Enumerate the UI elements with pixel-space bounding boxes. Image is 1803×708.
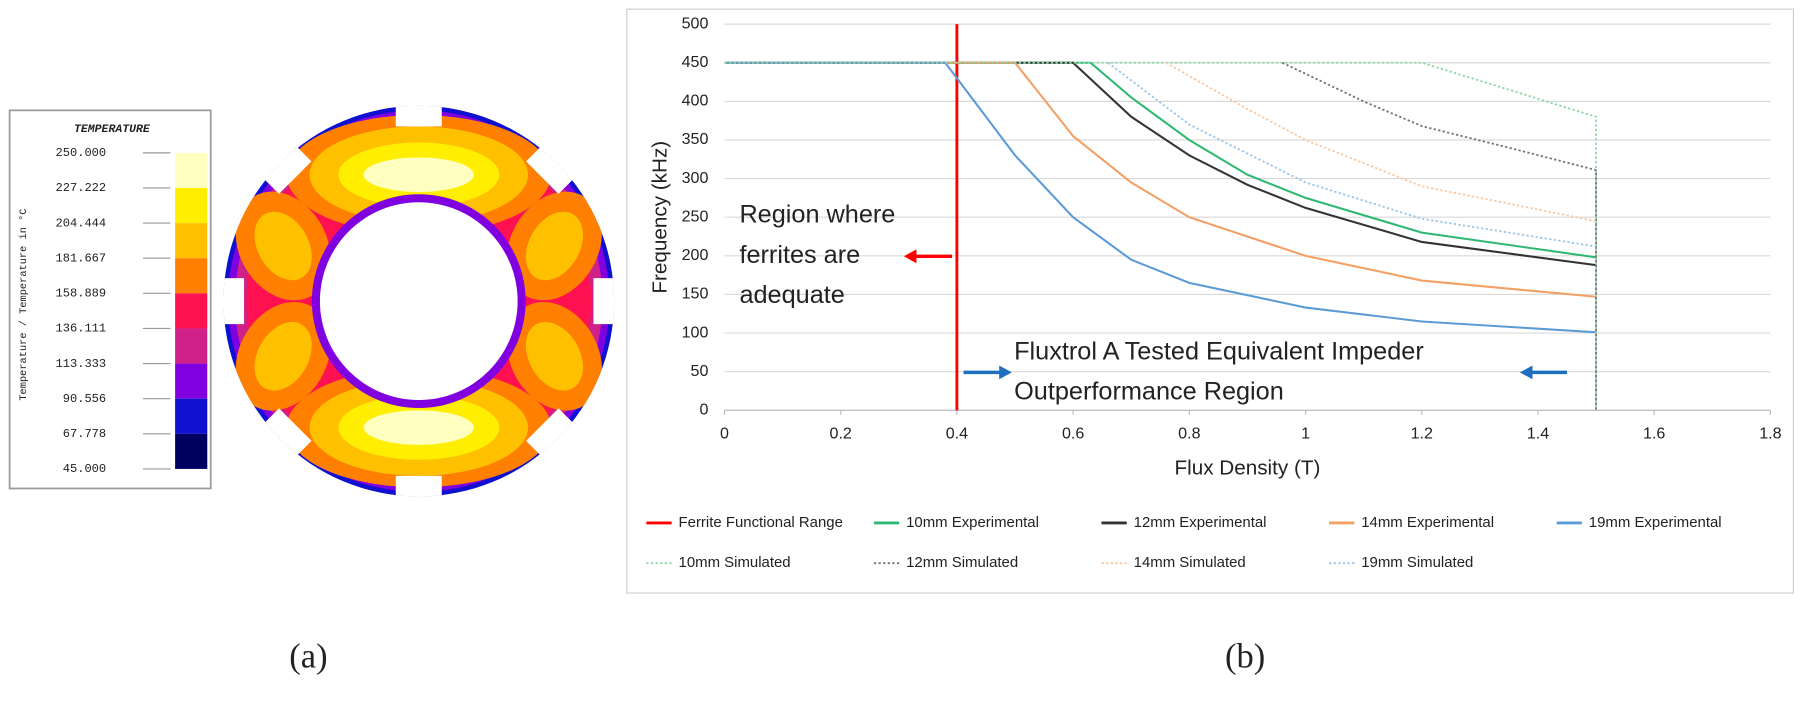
contour-band — [254, 211, 312, 281]
y-tick-label: 300 — [682, 169, 709, 187]
legend-label: 10mm Experimental — [906, 514, 1039, 531]
x-tick-label: 1.4 — [1527, 425, 1549, 443]
x-tick-label: 0 — [720, 425, 729, 443]
legend-label: 19mm Simulated — [1361, 554, 1473, 571]
contour-band — [254, 322, 312, 391]
y-tick-label: 200 — [682, 246, 709, 264]
level-label: 90.556 — [63, 392, 106, 406]
series-line — [724, 61, 1597, 259]
color-band — [175, 293, 208, 329]
annotation: Region where — [739, 201, 895, 229]
x-tick-label: 1 — [1301, 425, 1310, 443]
legend-label: 10mm Simulated — [679, 554, 791, 571]
contour-band — [525, 211, 583, 281]
colorbar-title: TEMPERATURE — [74, 123, 151, 136]
legend-label: 14mm Simulated — [1134, 554, 1246, 571]
series-line — [1107, 62, 1597, 248]
annotation: Outperformance Region — [1014, 378, 1284, 406]
x-tick-label: 0.4 — [946, 425, 968, 443]
legend-label: 14mm Experimental — [1361, 514, 1494, 531]
x-tick-label: 1.2 — [1411, 425, 1433, 443]
color-band — [175, 223, 208, 259]
contour-band — [319, 202, 518, 400]
legend-label: 12mm Experimental — [1134, 514, 1267, 531]
series-line — [724, 61, 1597, 298]
contour-plot — [223, 105, 615, 497]
y-tick-label: 100 — [682, 323, 709, 341]
y-tick-label: 400 — [682, 92, 709, 110]
level-label: 136.111 — [56, 322, 107, 336]
chart-frame — [626, 8, 1794, 594]
color-band — [175, 398, 208, 434]
legend-label: Ferrite Functional Range — [679, 514, 843, 531]
level-label: 227.222 — [56, 181, 107, 195]
contour-band — [363, 157, 474, 192]
series-line — [1281, 61, 1597, 411]
slot — [526, 408, 582, 464]
arrowhead — [903, 249, 917, 264]
caption: (b) — [1225, 638, 1265, 676]
x-tick-label: 0.2 — [830, 425, 852, 443]
level-label: 158.889 — [56, 287, 107, 301]
y-tick-label: 250 — [682, 207, 709, 225]
level-label: 67.778 — [63, 427, 106, 441]
y-tick-label: 450 — [682, 53, 709, 71]
y-tick-label: 0 — [699, 401, 708, 419]
series-line — [724, 61, 1597, 267]
color-band — [175, 363, 208, 399]
x-tick-label: 0.8 — [1178, 425, 1200, 443]
x-tick-label: 1.6 — [1643, 425, 1665, 443]
x-tick-label: 1.8 — [1759, 425, 1781, 443]
annotation: Fluxtrol A Tested Equivalent Impeder — [1014, 338, 1424, 366]
x-axis-title: Flux Density (T) — [1175, 456, 1321, 479]
series-line — [724, 61, 1597, 411]
level-label: 204.444 — [56, 216, 107, 230]
legend-label: 19mm Experimental — [1589, 514, 1722, 531]
annotation: ferrites are — [739, 241, 860, 269]
y-tick-label: 350 — [682, 130, 709, 148]
slot — [395, 475, 442, 497]
color-band — [175, 328, 208, 364]
y-tick-label: 500 — [682, 14, 709, 32]
color-band — [175, 258, 208, 294]
level-label: 113.333 — [56, 357, 107, 371]
arrowhead — [1519, 365, 1533, 380]
arrowhead — [999, 365, 1012, 380]
color-band — [175, 152, 208, 188]
slot — [223, 278, 245, 325]
y-tick-label: 150 — [682, 285, 709, 303]
slot — [256, 408, 312, 464]
y-tick-label: 50 — [691, 362, 709, 380]
color-band — [175, 433, 208, 469]
annotation: adequate — [739, 281, 844, 309]
y-axis-title: Frequency (kHz) — [649, 141, 672, 294]
x-tick-label: 0.6 — [1062, 425, 1084, 443]
slot — [256, 138, 312, 194]
colorbar-label: Temperature / Temperature in °C — [18, 209, 30, 401]
contour-band — [525, 322, 583, 391]
contour-band — [363, 410, 474, 445]
level-label: 181.667 — [56, 251, 107, 265]
caption: (a) — [289, 638, 327, 676]
series-line — [724, 61, 1597, 334]
slot — [395, 105, 442, 127]
level-label: 250.000 — [56, 146, 107, 160]
color-band — [175, 187, 208, 224]
slot — [526, 138, 582, 194]
level-label: 45.000 — [63, 462, 106, 476]
legend-label: 12mm Simulated — [906, 554, 1018, 571]
slot — [593, 278, 615, 325]
